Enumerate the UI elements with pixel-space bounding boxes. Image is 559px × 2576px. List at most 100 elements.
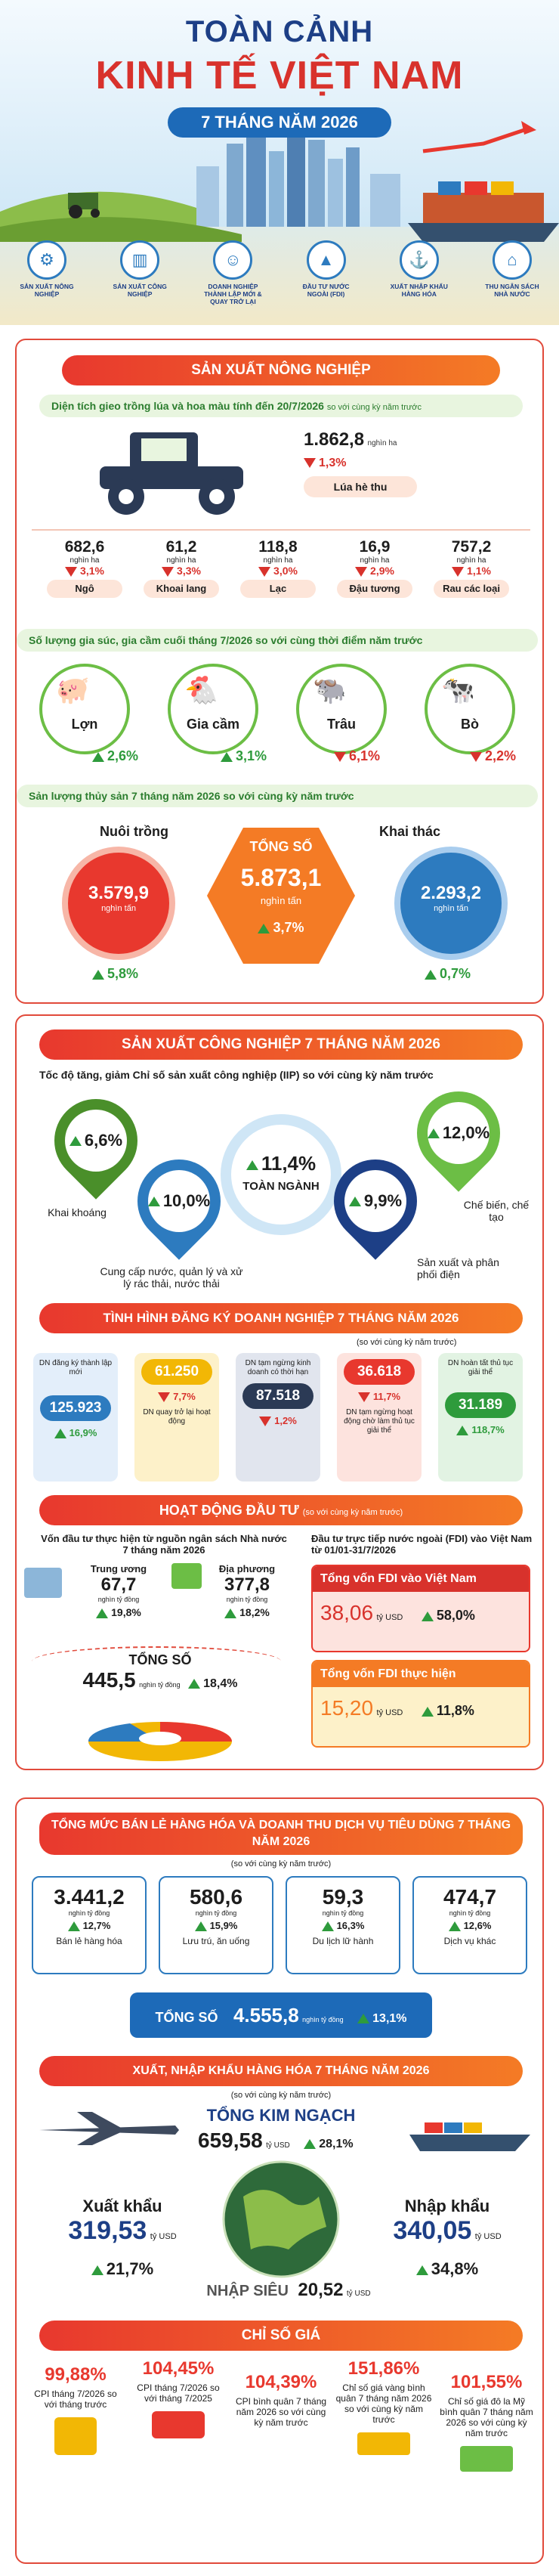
fish-total-value: 5.873,1 [240, 864, 322, 891]
up-arrow-icon [421, 1706, 434, 1717]
export-pct: 21,7% [106, 2259, 154, 2278]
crop-item: 682,6 nghìn ha 3,1% Ngô [39, 538, 130, 598]
price-item: 101,55% Chỉ số giá đô la Mỹ bình quân 7 t… [438, 2372, 535, 2472]
state-total-label: TỔNG SỐ [128, 1652, 192, 1667]
crop-unit: nghìn ha [263, 556, 293, 565]
crop-name: Khoai lang [144, 580, 219, 598]
fish-catch-pct: 0,7% [425, 966, 471, 982]
fdi-registered-unit: tỷ USD [376, 1613, 403, 1622]
fish-catch-value: 2.293,2 [420, 883, 482, 903]
retail-card-pct: 15,9% [209, 1920, 238, 1931]
iip-mining-pin: 6,6% [37, 1082, 155, 1200]
business-card: 61.250 7,7% DN quay trở lại hoạt động [134, 1353, 219, 1482]
up-arrow-icon [348, 1196, 361, 1206]
building-icon [24, 1568, 62, 1598]
rice-pct: 1,3% [319, 457, 347, 469]
rice-name: Lúa hè thu [304, 476, 417, 497]
gold-bar-icon [357, 2432, 410, 2455]
livestock-pct-value: 2,6% [107, 748, 139, 763]
tractor-icon [100, 432, 243, 515]
livestock-name: Lợn [71, 717, 98, 732]
business-card-pct: 16,9% [69, 1427, 97, 1438]
retail-note: (so với cùng kỳ năm trước) [230, 1859, 332, 1869]
city-scene-illustration [0, 121, 559, 242]
livestock-name: Bò [461, 717, 479, 732]
fish-catch-circle: 2.293,2 nghìn tấn [394, 847, 508, 960]
invest-band: HOẠT ĐỘNG ĐẦU TƯ (so với cùng kỳ năm trư… [39, 1495, 523, 1525]
export-value: 319,53 [68, 2216, 147, 2245]
up-arrow-icon [415, 2265, 428, 2275]
business-card-label: DN tạm ngừng hoạt động chờ làm thủ tục g… [344, 1408, 415, 1435]
import-block: Nhập khẩu 340,05 tỷ USD 34,8% [364, 2197, 530, 2279]
business-card: DN hoàn tất thủ tục giải thể 31.189 118,7% [438, 1353, 523, 1482]
iip-total-pct: 11,4% [261, 1152, 317, 1175]
title-line-1: TOÀN CẢNH [185, 15, 374, 48]
people-icon: ☺ [213, 240, 253, 280]
down-arrow-icon [355, 566, 368, 577]
state-total-value: 445,5 [82, 1668, 136, 1692]
fish-farm-pct-value: 5,8% [107, 966, 139, 981]
down-arrow-icon [162, 566, 174, 577]
import-unit: tỷ USD [474, 2232, 502, 2241]
cart-icon [54, 2417, 97, 2455]
livestock-pct: 2,6% [92, 748, 138, 764]
up-arrow-icon [224, 1608, 237, 1618]
up-arrow-icon [54, 1429, 66, 1439]
topic-label: SẢN XUẤT NÔNG NGHIỆP [20, 283, 74, 298]
topic-business: ☺ DOANH NGHIỆP THÀNH LẬP MỚI & QUAY TRỞ L… [201, 240, 264, 305]
topic-label: SẢN XUẤT CÔNG NGHIỆP [113, 283, 167, 298]
divider [32, 529, 530, 531]
trade-deficit-value: 20,52 [298, 2280, 344, 2300]
retail-card-value: 3.441,2 [54, 1885, 125, 1909]
business-card-label: DN đăng ký thành lập mới [39, 1359, 113, 1376]
crop-item: 61,2 nghìn ha 3,3% Khoai lang [136, 538, 227, 598]
livestock-pct: 6,1% [334, 748, 380, 764]
price-value: 99,88% [45, 2364, 107, 2385]
price-value: 104,45% [142, 2358, 215, 2379]
business-card-pct: 1,2% [274, 1415, 297, 1426]
crop-item: 757,2 nghìn ha 1,1% Rau các loại [426, 538, 517, 598]
chicken-icon: 🐔 [184, 674, 218, 705]
business-note: (so với cùng kỳ năm trước) [357, 1338, 457, 1347]
price-label: Chỉ số giá đô la Mỹ bình quân 7 tháng nă… [440, 2396, 533, 2438]
hero-header: TOÀN CẢNH KINH TẾ VIỆT NAM 7 THÁNG NĂM 2… [0, 0, 559, 325]
export-block: Xuất khẩu 319,53 tỷ USD 21,7% [39, 2197, 205, 2279]
map-icon [171, 1563, 202, 1589]
retail-card-label: Dịch vụ khác [443, 1936, 496, 1947]
fish-catch-label: Khai thác [379, 824, 441, 839]
up-arrow-icon [92, 969, 104, 980]
crop-value: 118,8 [258, 538, 298, 556]
up-arrow-icon [456, 1426, 469, 1436]
price-band: CHỈ SỐ GIÁ [39, 2321, 523, 2351]
trade-total: 659,58 tỷ USD 28,1% [198, 2129, 394, 2153]
cargo-ship-icon [409, 2122, 530, 2151]
retail-card-value: 474,7 [443, 1885, 497, 1909]
rice-block: 1.862,8 nghìn ha 1,3% Lúa hè thu [304, 429, 455, 497]
price-item: 104,45% CPI tháng 7/2026 so với tháng 7/2… [130, 2358, 227, 2438]
livestock-name: Trâu [326, 717, 356, 732]
crop-pct: 3,0% [273, 565, 298, 577]
rice-unit: nghìn ha [367, 439, 397, 447]
price-label: CPI tháng 7/2026 so với tháng 7/2025 [137, 2382, 220, 2404]
crop-value: 682,6 [64, 538, 105, 556]
crop-pct: 3,3% [177, 565, 201, 577]
tractor-icon: ⚙ [27, 240, 66, 280]
trade-note: (so với cùng kỳ năm trước) [230, 2091, 332, 2100]
down-arrow-icon [334, 751, 346, 762]
area-header-text: Diện tích gieo trồng lúa và hoa màu tính… [51, 400, 324, 412]
business-card: DN đăng ký thành lập mới 125.923 16,9% [33, 1353, 118, 1482]
price-value: 151,86% [347, 2358, 420, 2379]
topic-budget: ⌂ THU NGÂN SÁCH NHÀ NƯỚC [480, 240, 544, 305]
up-arrow-icon [304, 2139, 317, 2150]
livestock-cow: 🐄 Bò [425, 664, 515, 754]
retail-card-label: Lưu trú, ăn uống [182, 1936, 250, 1947]
down-arrow-icon [259, 1416, 272, 1427]
price-label: Chỉ số giá vàng bình quân 7 tháng năm 20… [335, 2382, 432, 2425]
iip-water-pct: 10,0% [162, 1191, 211, 1210]
iip-mining-label: Khai khoáng [48, 1206, 107, 1218]
up-arrow-icon [448, 1921, 461, 1932]
up-arrow-icon [96, 1608, 109, 1618]
retail-card: 474,7 nghìn tỷ đồng 12,6% Dịch vụ khác [412, 1876, 527, 1974]
state-local-unit: nghìn tỷ đồng [226, 1596, 268, 1603]
retail-card: 580,6 nghìn tỷ đồng 15,9% Lưu trú, ăn uống [159, 1876, 273, 1974]
